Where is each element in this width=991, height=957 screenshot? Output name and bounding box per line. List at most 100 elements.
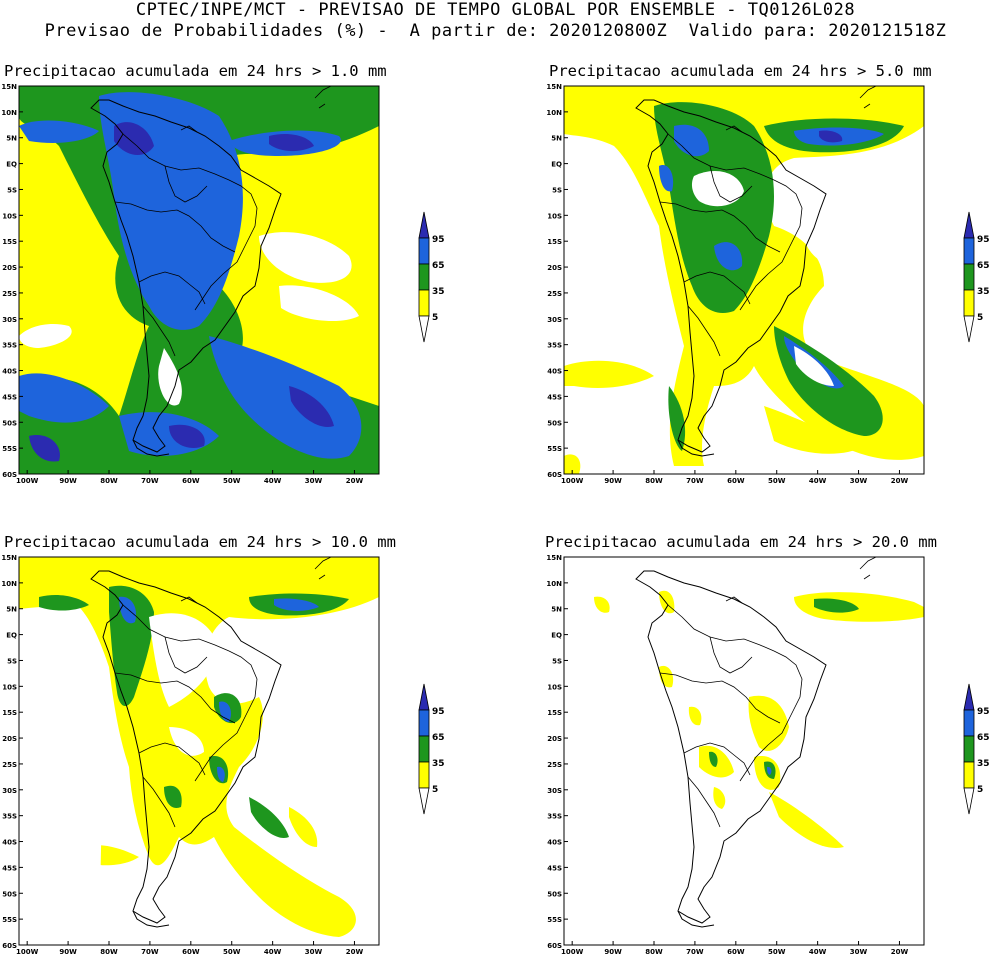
p4-lon-label: 40W — [809, 948, 827, 956]
p4-lat-label: 60S — [547, 942, 562, 950]
p2-green-area-7 — [668, 386, 686, 451]
p2-lon-label: 30W — [850, 477, 868, 485]
p2-yellow-area-3 — [564, 454, 581, 474]
panel-4-title: Precipitacao acumulada em 24 hrs > 20.0 … — [545, 533, 937, 551]
p4-lon-label: 70W — [686, 948, 704, 956]
p1-lon-label: 30W — [305, 477, 323, 485]
p2-legend-green — [963, 263, 975, 291]
p3-lon-label: 50W — [223, 948, 241, 956]
p3-lat-label: 10S — [2, 683, 17, 691]
p3-white-area-16 — [169, 727, 204, 756]
header-line-2: Previsao de Probabilidades (%) - A parti… — [44, 21, 947, 41]
panel-3-title: Precipitacao acumulada em 24 hrs > 10.0 … — [4, 533, 396, 551]
p4-lat-label: 5S — [552, 657, 562, 665]
p2-blue-area-8 — [674, 124, 709, 157]
p4-legend-green — [963, 735, 975, 763]
p3-legend-label: 65 — [432, 733, 445, 743]
p2-legend-label: 95 — [977, 235, 990, 245]
p3-blue-area-11 — [119, 596, 137, 624]
p2-lat-label: 60S — [547, 471, 562, 479]
p2-yellow-area-2 — [764, 406, 864, 454]
p3-white-area-19 — [159, 857, 229, 945]
p1-darkblue-area-18 — [169, 424, 205, 448]
p1-lon-label: 20W — [346, 477, 364, 485]
p1-legend: 95 65 35 5 — [418, 211, 445, 343]
p3-lat-label: 60S — [2, 942, 17, 950]
p2-white-area-16 — [794, 346, 834, 386]
p4-legend-darkblue — [963, 683, 975, 711]
p4-lon-label: 20W — [891, 948, 909, 956]
p1-lat-label: 10N — [1, 109, 17, 117]
p2-frame — [563, 85, 925, 475]
p3-legend-green — [418, 735, 430, 763]
p1-legend-yellow — [418, 289, 430, 317]
p1-field — [19, 86, 379, 474]
p1-lon-label: 40W — [264, 477, 282, 485]
p4-lat-label: 15S — [547, 709, 562, 717]
p3-white-area-17 — [19, 695, 104, 945]
p3-yellow-area-2 — [289, 807, 318, 847]
p2-field — [564, 86, 924, 474]
p3-green-area-10 — [164, 785, 182, 808]
p3-lat-label: 35S — [2, 813, 17, 821]
p1-darkblue-area-15 — [114, 122, 154, 156]
p4-legend-blue — [963, 709, 975, 737]
p1-lat-label: 5N — [6, 135, 17, 143]
p4-lat-label: 10S — [547, 683, 562, 691]
p4-green-area-10 — [814, 598, 859, 613]
p3-lat-label: 15S — [2, 709, 17, 717]
p1-lat-label: 50S — [2, 419, 17, 427]
p4-yellow-area-7 — [769, 792, 844, 848]
p2-lon-label: 50W — [768, 477, 786, 485]
p1-lon-label: 100W — [16, 477, 39, 485]
p1-white-area-7 — [264, 233, 345, 277]
p4-lat-label: 55S — [547, 916, 562, 924]
p3-lat-label: 55S — [2, 916, 17, 924]
p1-blue-area-13 — [19, 373, 109, 423]
p1-darkblue-area-19 — [29, 435, 60, 462]
p2-legend: 95 65 35 5 — [963, 211, 990, 343]
p4-legend-label: 65 — [977, 733, 990, 743]
p3-blue-area-14 — [217, 766, 225, 782]
p2-lat-label: 10N — [546, 109, 562, 117]
p2-map — [563, 85, 925, 475]
p1-lat-label: 25S — [2, 290, 17, 298]
p4-yellow-area-4 — [748, 695, 789, 751]
p3-legend-label: 95 — [432, 707, 445, 717]
p1-blue-area-12 — [209, 336, 362, 459]
p3-lat-label: 45S — [2, 864, 17, 872]
p1-lat-label: 60S — [2, 471, 17, 479]
p2-legend-white — [963, 315, 975, 343]
p3-lat-label: 25S — [2, 761, 17, 769]
p1-legend-darkblue — [418, 211, 430, 239]
p1-lat-label: 15N — [1, 83, 17, 91]
p3-map — [18, 556, 380, 946]
p4-lon-label: 50W — [768, 948, 786, 956]
p4-yellow-area-3 — [688, 706, 702, 726]
p1-lon-label: 50W — [223, 477, 241, 485]
p1-darkblue-area-16 — [269, 134, 314, 152]
p4-lon-label: 60W — [727, 948, 745, 956]
p3-green-area-5 — [39, 594, 89, 611]
panel-1-title: Precipitacao acumulada em 24 hrs > 1.0 m… — [4, 62, 387, 80]
p4-legend-white — [963, 787, 975, 815]
p1-lat-label: 20S — [2, 264, 17, 272]
p1-legend-blue — [418, 237, 430, 265]
p3-legend-yellow — [418, 761, 430, 789]
p1-legend-green — [418, 263, 430, 291]
header-line-1: CPTEC/INPE/MCT - PREVISAO DE TEMPO GLOBA… — [135, 0, 856, 20]
panel-2-title: Precipitacao acumulada em 24 hrs > 5.0 m… — [549, 62, 932, 80]
p1-legend-label: 35 — [432, 287, 445, 297]
p4-lat-label: 20S — [547, 735, 562, 743]
p3-field — [19, 557, 379, 945]
p3-legend-blue — [418, 709, 430, 737]
p1-frame — [18, 85, 380, 475]
p3-lon-label: 20W — [346, 948, 364, 956]
p2-legend-darkblue — [963, 211, 975, 239]
p4-lon-label: 100W — [561, 948, 584, 956]
p2-lon-label: 70W — [686, 477, 704, 485]
p4-legend-yellow — [963, 761, 975, 789]
p2-white-area-15 — [804, 232, 895, 275]
p3-legend-label: 5 — [432, 785, 438, 795]
p2-lat-label: 5N — [551, 135, 562, 143]
